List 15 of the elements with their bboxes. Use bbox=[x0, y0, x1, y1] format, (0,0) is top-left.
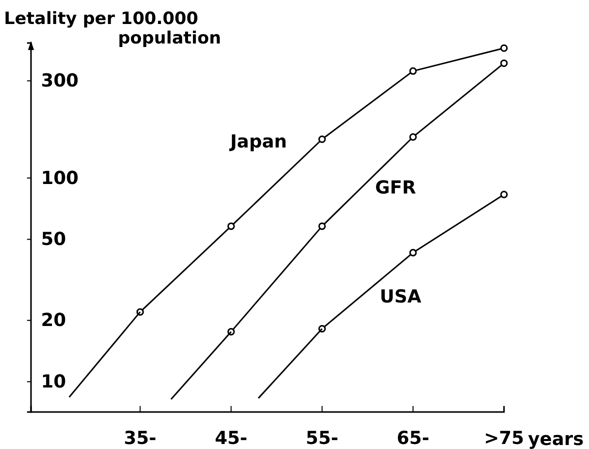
x-tick-label: 45- bbox=[214, 428, 248, 449]
series-label: USA bbox=[380, 286, 422, 308]
y-tick-label: 10 bbox=[41, 371, 66, 392]
x-axis-title: years bbox=[528, 429, 584, 449]
y-tick-label: 300 bbox=[41, 70, 79, 92]
series-label: Japan bbox=[228, 132, 287, 153]
x-tick-label: 55- bbox=[306, 428, 338, 449]
x-tick-label: 65- bbox=[396, 428, 430, 449]
y-tick-label: 20 bbox=[41, 310, 66, 332]
y-tick-label: 100 bbox=[41, 168, 79, 189]
series-label: GFR bbox=[375, 178, 416, 199]
x-tick-label: >75 bbox=[484, 428, 524, 449]
x-tick-label: 35- bbox=[124, 428, 156, 449]
y-axis-title: Letality per 100.000 population bbox=[4, 9, 222, 49]
y-tick-label: 50 bbox=[41, 229, 66, 250]
